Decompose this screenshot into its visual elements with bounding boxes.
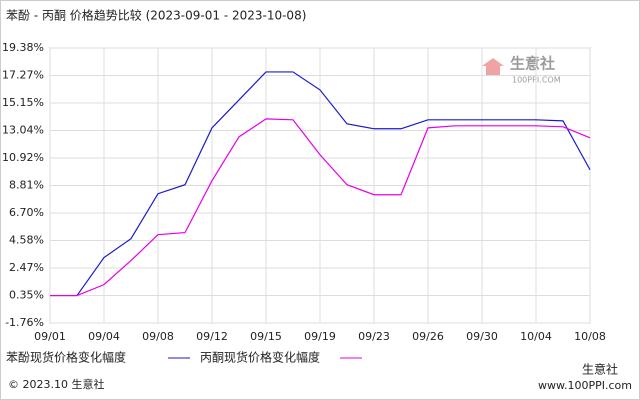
series-line	[50, 71, 591, 297]
x-tick-label: 09/04	[88, 330, 120, 343]
x-tick-label: 09/30	[466, 330, 498, 343]
footer: © 2023.10 生意社	[8, 377, 104, 391]
x-tick-label: 09/19	[304, 330, 336, 343]
chart-title: 苯酚 - 丙酮 价格趋势比较 (2023-09-01 - 2023-10-08)	[6, 8, 306, 23]
y-tick-label: 6.70%	[9, 206, 44, 219]
y-tick-label: 0.35%	[9, 289, 44, 302]
y-tick-label: 8.81%	[9, 179, 44, 192]
y-tick-label: -1.76%	[5, 316, 44, 329]
y-tick-label: 19.38%	[2, 41, 44, 54]
x-tick-label: 09/12	[196, 330, 228, 343]
legend-label: 丙酮现货价格变化幅度	[200, 350, 320, 365]
x-tick-label: 10/08	[574, 330, 606, 343]
series-line	[50, 118, 591, 297]
y-tick-label: 10.92%	[2, 151, 44, 164]
x-tick-label: 09/01	[34, 330, 66, 343]
watermark: 生意社	[510, 55, 555, 73]
x-tick-label: 09/26	[412, 330, 444, 343]
y-tick-label: 2.47%	[9, 261, 44, 274]
legend-label: 苯酚现货价格变化幅度	[6, 350, 126, 365]
y-tick-label: 17.27%	[2, 68, 44, 81]
y-tick-label: 4.58%	[9, 234, 44, 247]
x-tick-label: 09/08	[142, 330, 174, 343]
x-tick-label: 09/23	[358, 330, 390, 343]
logo-house	[482, 58, 504, 76]
y-tick-label: 15.15%	[2, 96, 44, 109]
source-url: www.100PPI.com	[538, 379, 632, 392]
x-tick-label: 10/04	[520, 330, 552, 343]
y-tick-label: 13.04%	[2, 123, 44, 136]
source-badge: 生意社	[582, 362, 618, 377]
x-tick-label: 09/15	[250, 330, 282, 343]
